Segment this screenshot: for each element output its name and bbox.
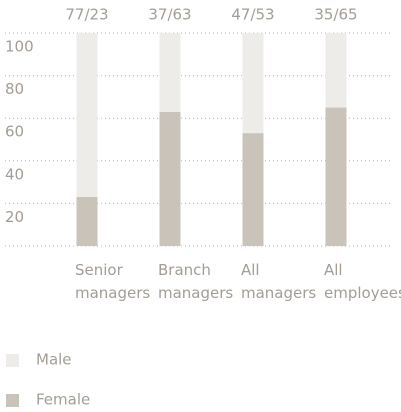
x-tick-label: Senior managers (75, 261, 150, 302)
bar-segment (242, 33, 264, 134)
x-tick-label: All employees (324, 261, 401, 302)
y-tick-label: 60 (5, 123, 24, 141)
y-tick-label: 100 (5, 38, 34, 56)
legend-swatch (6, 354, 19, 367)
legend-swatch (6, 394, 19, 407)
y-tick-label: 20 (5, 208, 24, 226)
bar-annotation: 37/63 (148, 6, 191, 24)
x-tick-label: All managers (241, 261, 316, 302)
bar-annotation: 47/53 (231, 6, 274, 24)
y-tick-label: 80 (5, 80, 24, 98)
bar-segment (159, 111, 181, 246)
bar-annotation: 77/23 (65, 6, 108, 24)
x-tick-label: Branch managers (158, 261, 233, 302)
bar-segment (325, 107, 347, 246)
bar-segment (159, 33, 181, 112)
legend-label: Male (36, 351, 72, 369)
bar-segment (76, 33, 98, 198)
legend-label: Female (36, 391, 90, 409)
y-tick-label: 40 (5, 165, 24, 183)
bar-segment (76, 197, 98, 246)
bar-annotation: 35/65 (314, 6, 357, 24)
bar-segment (242, 133, 264, 246)
bar-segment (325, 33, 347, 108)
